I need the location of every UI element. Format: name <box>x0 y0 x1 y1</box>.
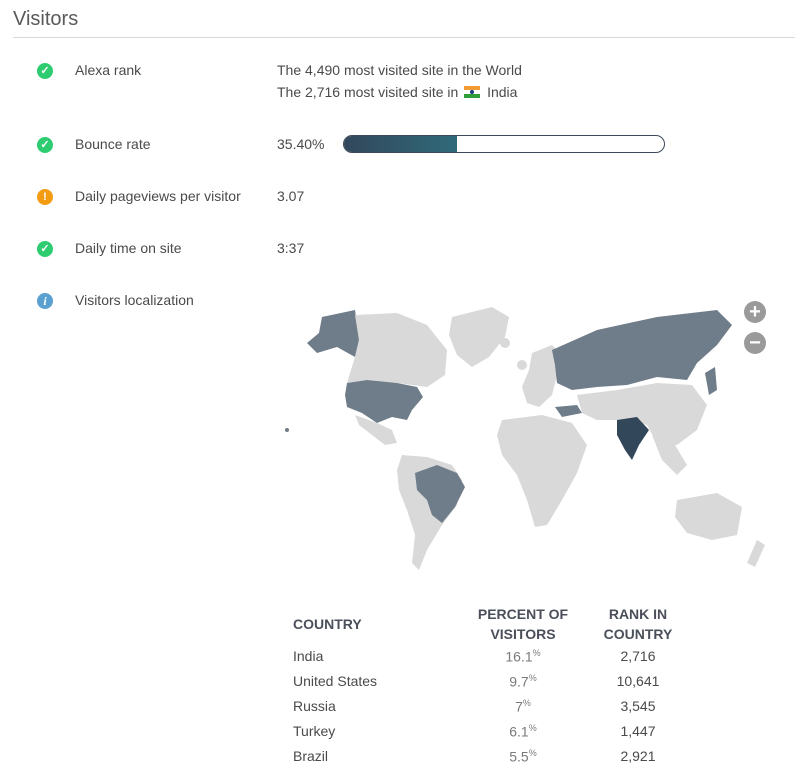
metric-label: Daily pageviews per visitor <box>75 188 241 204</box>
percent-of-visitors: 16.1% <box>473 648 573 665</box>
percent-of-visitors: 5.5% <box>473 748 573 765</box>
table-header-percent: PERCENT OF VISITORS <box>463 604 583 644</box>
rank-in-country: 3,545 <box>620 698 656 714</box>
alexa-world-rank: The 4,490 most visited site in the World <box>277 62 522 78</box>
percent-value: 5.5 <box>509 748 529 765</box>
info-icon: i <box>37 293 53 309</box>
percent-value: 6.1 <box>509 723 529 740</box>
table-header-rank-line1: RANK IN <box>608 606 668 622</box>
map-country-usa[interactable] <box>345 380 423 423</box>
table-header-rank: RANK IN COUNTRY <box>588 604 688 644</box>
map-continent-asia[interactable] <box>577 383 707 445</box>
map-country-russia[interactable] <box>552 310 732 390</box>
table-header-percent-line2: VISITORS <box>490 626 556 642</box>
rank-in-country: 2,716 <box>620 648 656 664</box>
table-row: Russia 7% 3,545 <box>293 698 693 718</box>
map-country-canada[interactable] <box>347 313 447 387</box>
percent-unit: % <box>532 648 541 658</box>
map-region-southeast-asia[interactable] <box>652 435 687 475</box>
rank-in-country: 10,641 <box>616 673 660 689</box>
percent-unit: % <box>528 723 537 733</box>
percent-of-visitors: 7% <box>473 698 573 715</box>
alexa-country-rank: The 2,716 most visited site in India <box>277 84 517 100</box>
map-zoom-out-button[interactable]: − <box>744 332 766 354</box>
map-island-hawaii <box>285 428 289 432</box>
section-divider <box>13 37 795 38</box>
bounce-rate-value: 35.40% <box>277 136 325 152</box>
rank-in-country: 2,921 <box>620 748 656 764</box>
world-map[interactable] <box>277 295 777 580</box>
map-zoom-in-button[interactable]: + <box>744 301 766 323</box>
map-country-japan[interactable] <box>705 367 717 395</box>
alexa-country-rank-prefix: The 2,716 most visited site in <box>277 84 459 100</box>
check-icon: ✓ <box>37 137 53 153</box>
check-icon: ✓ <box>37 241 53 257</box>
country-name: Turkey <box>293 723 336 739</box>
country-name: India <box>293 648 324 664</box>
map-island-uk <box>517 360 527 370</box>
map-country-mexico[interactable] <box>355 415 397 445</box>
map-country-brazil[interactable] <box>415 465 465 523</box>
bounce-rate-progress-fill <box>344 136 458 152</box>
percent-unit: % <box>522 698 531 708</box>
map-continent-europe[interactable] <box>522 345 562 407</box>
metric-label: Alexa rank <box>75 62 142 78</box>
table-row: India 16.1% 2,716 <box>293 648 693 668</box>
map-country-new-zealand[interactable] <box>747 540 765 567</box>
daily-pageviews-value: 3.07 <box>277 188 305 204</box>
metric-label: Bounce rate <box>75 136 151 152</box>
percent-of-visitors: 6.1% <box>473 723 573 740</box>
map-country-australia[interactable] <box>675 493 742 540</box>
map-island-iceland <box>500 338 510 348</box>
percent-value: 16.1 <box>505 648 533 665</box>
country-name: United States <box>293 673 378 689</box>
table-header-percent-line1: PERCENT OF <box>477 606 569 622</box>
map-country-greenland[interactable] <box>449 307 509 367</box>
map-country-usa-alaska[interactable] <box>307 310 359 357</box>
percent-unit: % <box>528 673 537 683</box>
country-name: Brazil <box>293 748 329 764</box>
percent-unit: % <box>528 748 537 758</box>
table-row: Brazil 5.5% 2,921 <box>293 748 693 768</box>
country-name: Russia <box>293 698 336 714</box>
map-country-turkey[interactable] <box>555 405 582 417</box>
table-row: United States 9.7% 10,641 <box>293 673 693 693</box>
table-header-rank-line2: COUNTRY <box>603 626 673 642</box>
metric-label: Visitors localization <box>75 292 194 308</box>
map-country-india[interactable] <box>617 417 649 460</box>
daily-time-value: 3:37 <box>277 240 305 256</box>
india-flag-icon <box>464 86 481 98</box>
percent-value: 7 <box>515 698 523 715</box>
bounce-rate-progress-bar <box>343 135 665 153</box>
check-icon: ✓ <box>37 63 53 79</box>
percent-of-visitors: 9.7% <box>473 673 573 690</box>
alexa-country-name: India <box>487 84 518 100</box>
section-title: Visitors <box>13 8 79 30</box>
metric-label: Daily time on site <box>75 240 182 256</box>
warning-icon: ! <box>37 189 53 205</box>
map-continent-africa[interactable] <box>497 415 587 527</box>
table-row: Turkey 6.1% 1,447 <box>293 723 693 743</box>
rank-in-country: 1,447 <box>620 723 656 739</box>
percent-value: 9.7 <box>509 673 529 690</box>
table-header-country: COUNTRY <box>293 616 362 632</box>
